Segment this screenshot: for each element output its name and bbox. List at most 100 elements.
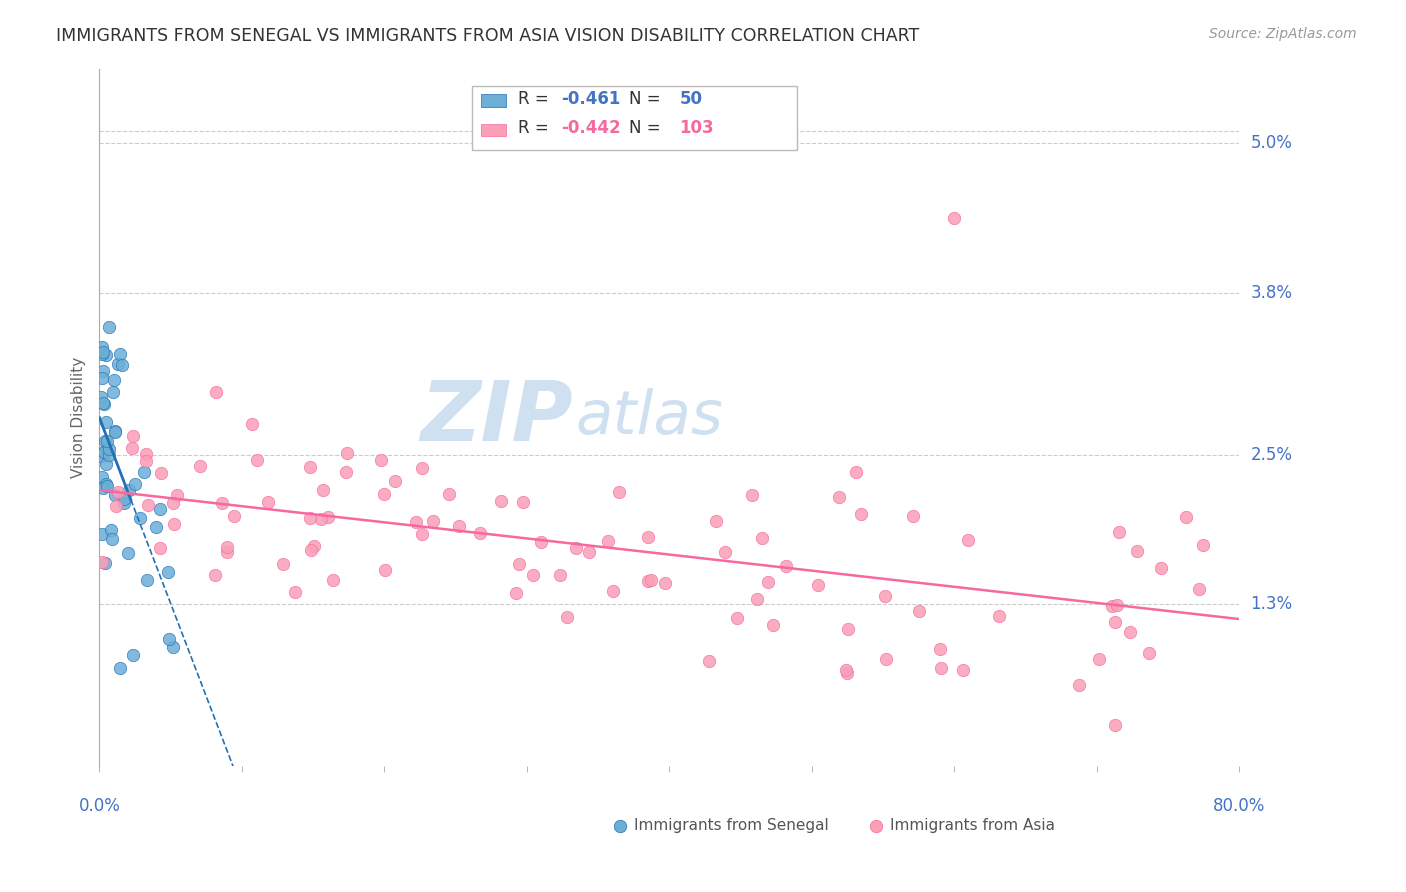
Point	[373, 487, 395, 501]
Point	[849, 507, 872, 521]
Point	[312, 483, 335, 497]
Point	[952, 663, 974, 677]
Point	[91, 345, 114, 359]
Point	[91, 481, 114, 495]
Point	[1104, 615, 1126, 630]
Text: 50: 50	[679, 89, 703, 108]
Point	[640, 573, 662, 587]
Point	[1118, 625, 1140, 640]
Point	[150, 467, 173, 481]
Point	[108, 347, 131, 361]
Point	[118, 483, 141, 497]
Point	[637, 574, 659, 588]
Point	[405, 515, 427, 529]
Point	[149, 501, 172, 516]
Text: Immigrants from Senegal: Immigrants from Senegal	[634, 818, 828, 833]
Point	[122, 648, 145, 662]
FancyBboxPatch shape	[481, 95, 506, 107]
Point	[512, 495, 534, 509]
Text: 80.0%: 80.0%	[1213, 797, 1265, 814]
Point	[162, 496, 184, 510]
Point	[90, 526, 112, 541]
Point	[138, 498, 160, 512]
Text: R =: R =	[517, 89, 554, 108]
Point	[215, 545, 238, 559]
Point	[988, 609, 1011, 624]
Point	[162, 640, 184, 655]
Point	[530, 534, 553, 549]
Text: -0.461: -0.461	[561, 89, 620, 108]
Point	[94, 557, 117, 571]
Point	[91, 395, 114, 409]
Point	[284, 585, 307, 599]
Point	[336, 446, 359, 460]
Point	[756, 574, 779, 589]
Point	[90, 347, 112, 361]
Point	[1126, 544, 1149, 558]
Point	[704, 514, 727, 528]
Text: atlas: atlas	[576, 388, 724, 447]
Point	[124, 476, 146, 491]
Point	[929, 641, 952, 656]
Point	[828, 490, 851, 504]
Point	[316, 510, 339, 524]
Point	[132, 466, 155, 480]
Point	[96, 434, 118, 448]
Point	[93, 445, 115, 459]
Point	[489, 494, 512, 508]
Point	[149, 541, 172, 555]
Point	[835, 663, 858, 677]
Point	[1067, 678, 1090, 692]
Point	[101, 532, 124, 546]
Point	[1088, 652, 1111, 666]
Point	[654, 575, 676, 590]
Point	[807, 578, 830, 592]
Point	[875, 652, 897, 666]
Text: -0.442: -0.442	[561, 119, 620, 136]
Point	[105, 499, 128, 513]
Point	[205, 385, 228, 400]
Point	[111, 359, 134, 373]
Text: 3.8%: 3.8%	[1250, 284, 1292, 301]
Point	[107, 485, 129, 500]
Point	[713, 545, 735, 559]
Point	[94, 348, 117, 362]
Point	[166, 488, 188, 502]
Point	[94, 477, 117, 491]
Point	[121, 441, 143, 455]
Point	[211, 496, 233, 510]
Point	[548, 567, 571, 582]
Point	[103, 373, 125, 387]
Point	[271, 557, 294, 571]
Point	[90, 555, 112, 569]
Point	[1150, 561, 1173, 575]
Point	[1137, 646, 1160, 660]
Point	[112, 491, 135, 506]
Point	[299, 459, 322, 474]
Text: N =: N =	[630, 119, 666, 136]
Point	[91, 371, 114, 385]
Point	[411, 461, 433, 475]
Text: 103: 103	[679, 119, 714, 136]
Point	[943, 211, 966, 225]
Point	[163, 517, 186, 532]
Point	[775, 559, 797, 574]
Text: IMMIGRANTS FROM SENEGAL VS IMMIGRANTS FROM ASIA VISION DISABILITY CORRELATION CH: IMMIGRANTS FROM SENEGAL VS IMMIGRANTS FR…	[56, 27, 920, 45]
Point	[1107, 599, 1129, 613]
Point	[522, 568, 544, 582]
Point	[96, 416, 118, 430]
Text: 2.5%: 2.5%	[1250, 446, 1292, 464]
Point	[1192, 538, 1215, 552]
Point	[256, 495, 278, 509]
Point	[865, 819, 887, 833]
Point	[837, 622, 859, 636]
Point	[90, 450, 112, 464]
Point	[578, 545, 600, 559]
Point	[762, 617, 785, 632]
Point	[596, 533, 619, 548]
Point	[1174, 510, 1197, 524]
Point	[302, 539, 325, 553]
Point	[411, 527, 433, 541]
Text: 5.0%: 5.0%	[1250, 135, 1292, 153]
Point	[609, 819, 631, 833]
